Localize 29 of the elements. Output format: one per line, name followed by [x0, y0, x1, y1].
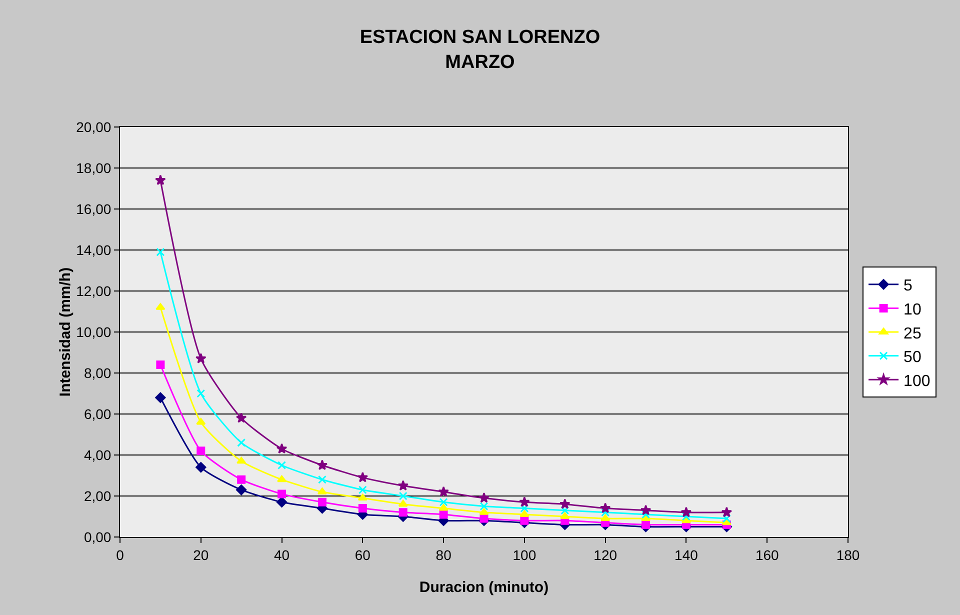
- y-tick-label: 20,00: [76, 118, 112, 135]
- y-tick-label: 4,00: [84, 446, 112, 463]
- y-tick-label: 6,00: [84, 406, 112, 422]
- x-tick-label: 20: [193, 546, 209, 563]
- y-tick-label: 14,00: [76, 242, 112, 258]
- x-tick-label: 140: [674, 546, 698, 563]
- legend-label: 25: [904, 325, 922, 342]
- y-tick-label: 2,00: [84, 488, 112, 504]
- y-tick-label: 0,00: [84, 528, 112, 545]
- x-tick-label: 100: [512, 546, 536, 563]
- x-tick-label: 160: [755, 546, 780, 563]
- y-axis-title: Intensidad (mm/h): [57, 267, 74, 397]
- x-tick-label: 0: [116, 546, 124, 563]
- x-tick-label: 60: [354, 546, 371, 563]
- x-tick-label: 80: [436, 546, 452, 563]
- x-tick-label: 40: [274, 546, 290, 563]
- x-tick-label: 120: [594, 546, 618, 563]
- x-tick-label: 180: [836, 546, 860, 563]
- y-tick-label: 8,00: [84, 364, 112, 381]
- y-tick-label: 10,00: [76, 324, 112, 340]
- y-tick-label: 18,00: [76, 160, 112, 176]
- y-tick-label: 16,00: [76, 200, 112, 217]
- x-axis-title: Duracion (minuto): [419, 579, 549, 596]
- legend-label: 100: [904, 372, 930, 390]
- legend-label: 5: [904, 278, 913, 295]
- chart-title: ESTACION SAN LORENZO MARZO: [360, 27, 600, 73]
- legend-label: 10: [904, 301, 922, 318]
- y-tick-label: 12,00: [76, 282, 112, 299]
- legend-label: 50: [904, 349, 922, 366]
